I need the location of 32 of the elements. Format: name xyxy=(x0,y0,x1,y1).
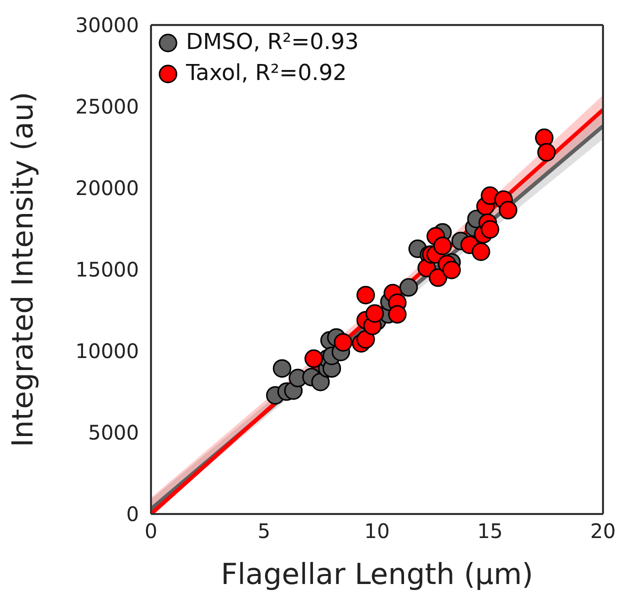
point xyxy=(498,200,518,220)
x-axis-title: Flagellar Length (μm) xyxy=(220,557,534,591)
y-tick-label: 10000 xyxy=(75,339,139,364)
x-tick-label: 5 xyxy=(258,519,270,544)
point xyxy=(356,286,375,304)
point xyxy=(480,220,500,239)
y-tick-label: 30000 xyxy=(75,13,139,38)
point xyxy=(399,278,418,297)
x-tick-label: 0 xyxy=(144,519,158,544)
point xyxy=(356,330,375,349)
point xyxy=(272,359,292,378)
legend-label: Taxol, R²=0.92 xyxy=(186,61,347,86)
y-tick-label: 20000 xyxy=(75,176,139,200)
y-tick-label: 15000 xyxy=(75,258,139,282)
point xyxy=(311,372,330,392)
point xyxy=(334,333,352,352)
x-tick-label: 20 xyxy=(590,519,616,544)
x-tick-label: 10 xyxy=(364,519,390,544)
point xyxy=(428,268,448,287)
y-tick-label: 0 xyxy=(126,502,139,526)
point xyxy=(537,143,556,162)
point xyxy=(433,236,452,256)
y-tick-label: 25000 xyxy=(75,94,139,119)
point xyxy=(442,260,461,280)
y-axis-title: Integrated Intensity (au) xyxy=(5,92,40,448)
y-tick-label: 5000 xyxy=(88,420,139,445)
point xyxy=(304,349,323,368)
point xyxy=(388,305,407,324)
x-tick-label: 15 xyxy=(477,519,503,544)
point xyxy=(365,304,384,323)
point xyxy=(472,242,490,261)
legend-label: DMSO, R²=0.93 xyxy=(186,30,359,55)
